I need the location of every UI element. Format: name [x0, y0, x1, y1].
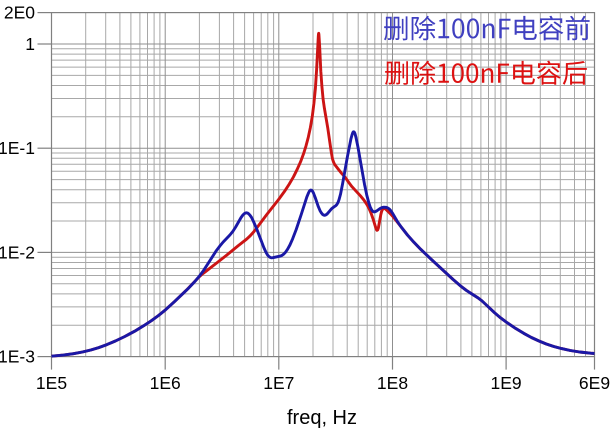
svg-text:1E5: 1E5 [36, 373, 67, 393]
svg-text:1E-3: 1E-3 [0, 347, 35, 367]
svg-text:1E-2: 1E-2 [0, 242, 35, 262]
svg-text:1E7: 1E7 [263, 373, 294, 393]
svg-text:1E9: 1E9 [491, 373, 522, 393]
svg-text:2E0: 2E0 [4, 3, 35, 23]
svg-text:6E9: 6E9 [579, 373, 610, 393]
svg-text:freq, Hz: freq, Hz [287, 407, 357, 429]
svg-text:1E-1: 1E-1 [0, 138, 35, 158]
svg-text:1E6: 1E6 [150, 373, 181, 393]
svg-text:1: 1 [25, 34, 35, 54]
svg-text:1E8: 1E8 [377, 373, 408, 393]
